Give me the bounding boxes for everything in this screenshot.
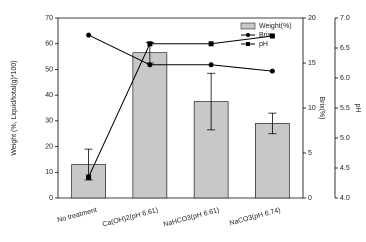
tick-label: 60 bbox=[45, 41, 53, 48]
marker bbox=[86, 32, 92, 38]
tick-label: 4.0 bbox=[340, 195, 350, 202]
legend-swatch bbox=[240, 22, 256, 30]
tick-label: 0 bbox=[49, 195, 53, 202]
tick-label: 40 bbox=[45, 92, 53, 99]
tick-label: 0 bbox=[308, 195, 312, 202]
tick-label: 50 bbox=[45, 66, 53, 73]
marker bbox=[269, 68, 275, 74]
x-tick-label: No treatment bbox=[57, 207, 98, 224]
tick-label: 15 bbox=[308, 60, 316, 67]
error-bar bbox=[268, 112, 277, 135]
bar bbox=[132, 52, 168, 199]
tick-label: 30 bbox=[45, 118, 53, 125]
tick-label: 20 bbox=[45, 143, 53, 150]
tick-label: 4.5 bbox=[340, 165, 350, 172]
legend-label: pH bbox=[259, 41, 268, 48]
x-tick-label: NaCO3(pH 6.74) bbox=[229, 207, 282, 227]
error-bar bbox=[207, 72, 216, 131]
tick-label: 20 bbox=[308, 15, 316, 22]
line bbox=[88, 34, 273, 72]
bar bbox=[255, 123, 290, 199]
x-tick-label: NaHCO3(pH 6.61) bbox=[163, 207, 220, 229]
marker bbox=[208, 62, 214, 68]
marker bbox=[269, 33, 275, 39]
tick-label: 7.0 bbox=[340, 15, 350, 22]
tick-label: 6.5 bbox=[340, 45, 350, 52]
marker bbox=[147, 41, 153, 47]
marker bbox=[86, 174, 92, 180]
y2-axis-label: Brix(%) bbox=[318, 97, 325, 120]
y-axis-label: Weight (%, Liquid/total(g)*100) bbox=[11, 60, 18, 155]
tick-label: 5 bbox=[308, 150, 312, 157]
marker bbox=[147, 62, 153, 68]
tick-label: 5.5 bbox=[340, 105, 350, 112]
tick-label: 6.0 bbox=[340, 75, 350, 82]
tick-label: 70 bbox=[45, 15, 53, 22]
legend-swatch bbox=[246, 33, 250, 37]
legend-swatch bbox=[246, 42, 250, 46]
y3-axis-label: pH bbox=[354, 104, 361, 113]
legend-label: Brix bbox=[259, 32, 272, 39]
tick-label: 10 bbox=[308, 105, 316, 112]
marker bbox=[208, 41, 214, 47]
legend-label: Weight(%) bbox=[259, 23, 292, 30]
tick-label: 5.0 bbox=[340, 135, 350, 142]
line bbox=[88, 35, 273, 178]
tick-label: 10 bbox=[45, 169, 53, 176]
x-tick-label: Ca(OH)2(pH 6.61) bbox=[102, 207, 159, 229]
